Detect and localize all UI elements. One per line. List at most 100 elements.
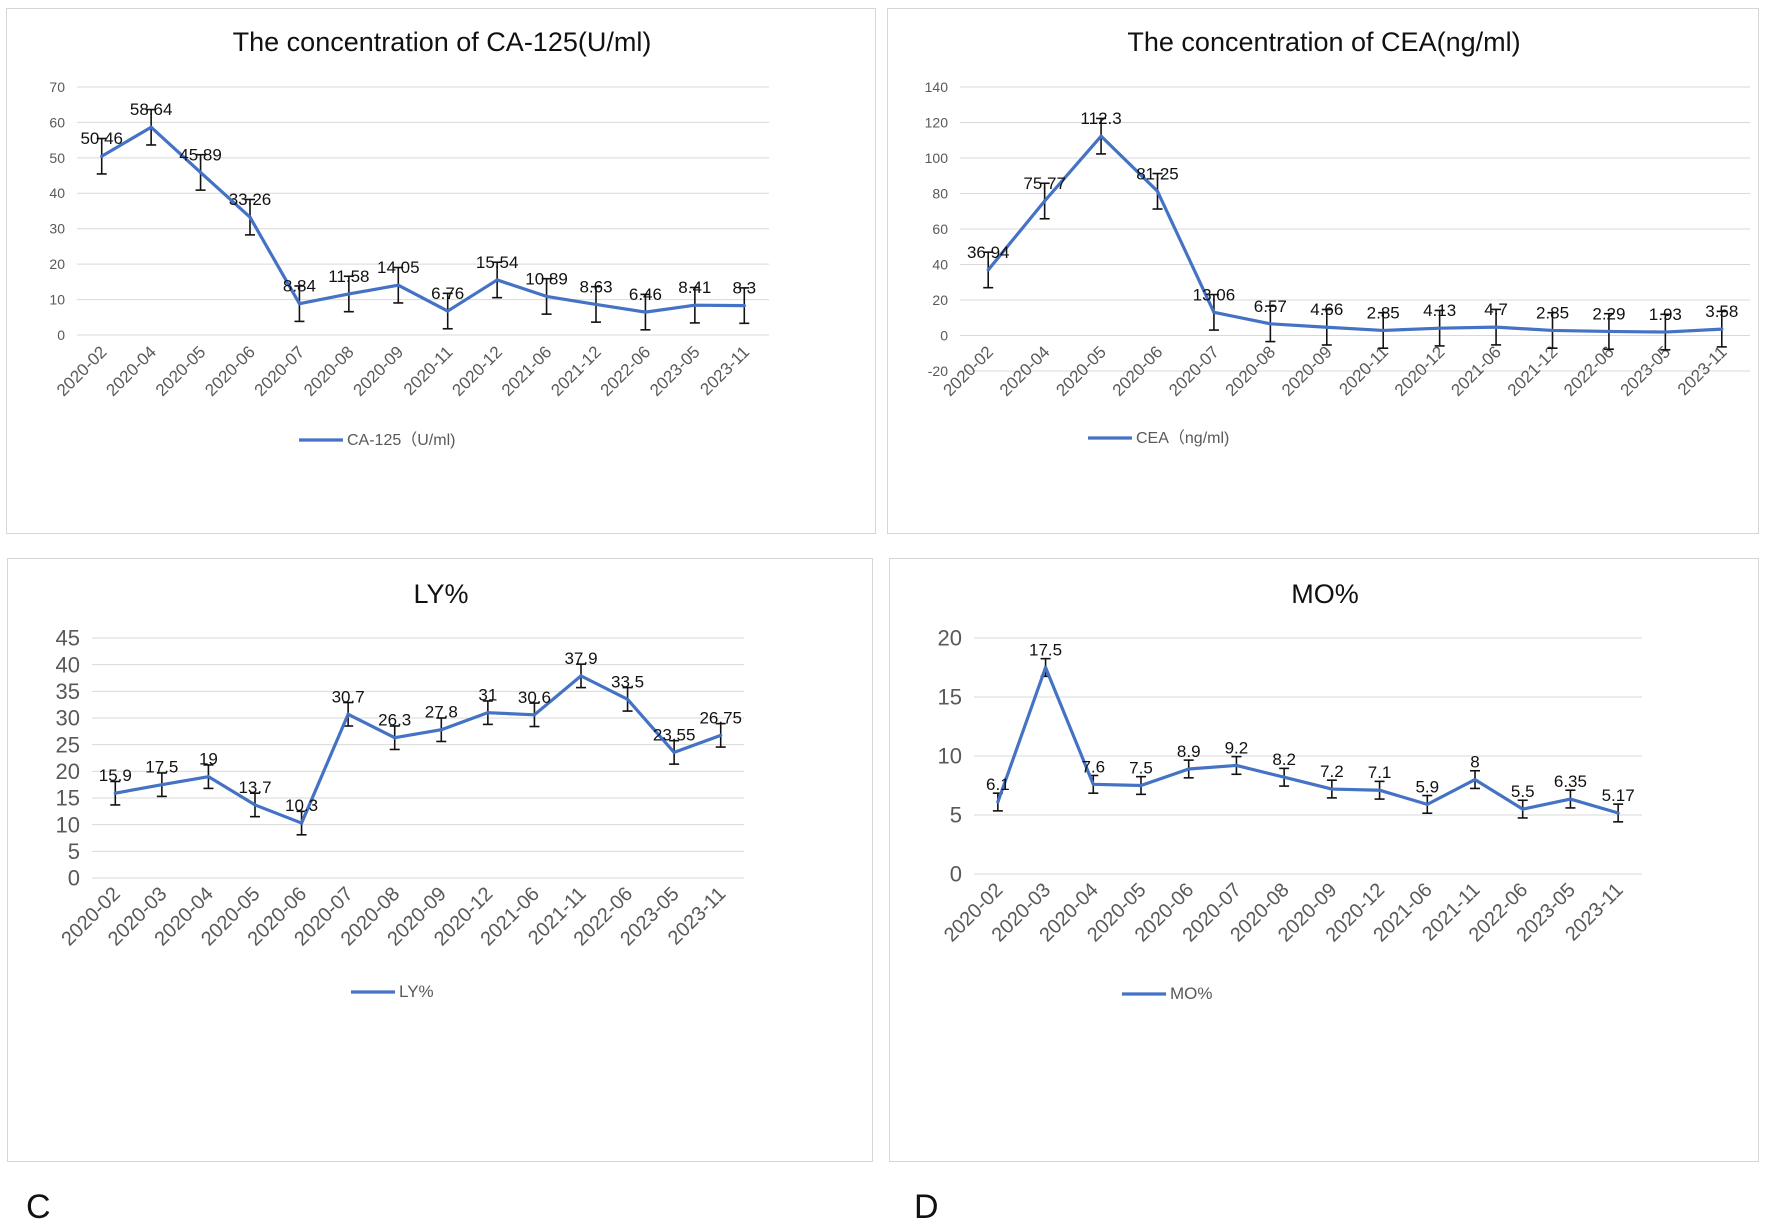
chart-panel-ly: LY% 0 5 10 15 20 25 30 35 40 45 2020-02 2020-03 2020-… <box>7 558 873 1162</box>
data-point <box>1043 199 1047 203</box>
data-point <box>495 278 499 282</box>
y-tick-label: 20 <box>56 759 80 784</box>
data-point <box>486 711 490 715</box>
data-label: 3.58 <box>1705 302 1738 321</box>
data-point <box>693 303 697 307</box>
data-point <box>100 154 104 158</box>
chart-panel-ca125: The concentration of CA-125(U/ml) 0 10 20 30… <box>6 8 876 534</box>
data-point <box>446 309 450 313</box>
y-tick-label: 70 <box>49 79 65 95</box>
chart-title: The concentration of CA-125(U/ml) <box>233 27 652 57</box>
data-label: 81.25 <box>1136 164 1179 183</box>
chart-cea: The concentration of CEA(ng/ml) -20 0 20 40 6… <box>925 27 1750 447</box>
data-label: 7.5 <box>1129 759 1153 778</box>
y-tick-label: 0 <box>68 866 80 891</box>
data-label: 17.5 <box>145 758 178 777</box>
y-tick-label: 10 <box>56 812 80 837</box>
x-tick-label: 2020-06 <box>201 342 259 400</box>
data-point <box>643 310 648 314</box>
y-tick-label: 60 <box>49 114 65 130</box>
data-label: 7.1 <box>1368 763 1392 782</box>
data-label: 8.9 <box>1177 742 1201 761</box>
y-tick-label: 100 <box>925 150 949 166</box>
series-line <box>114 674 722 825</box>
y-tick-label: 20 <box>932 292 948 308</box>
data-label: 26.3 <box>378 711 411 730</box>
data-label: 26.75 <box>699 708 742 727</box>
data-label: 27.8 <box>425 703 458 722</box>
data-label: 5.17 <box>1602 786 1635 805</box>
y-tick-label: 45 <box>56 626 80 651</box>
y-tick-label: 10 <box>49 291 65 307</box>
legend-label: MO% <box>1170 984 1213 1003</box>
data-point <box>1139 783 1143 788</box>
data-label: 37.9 <box>564 649 597 668</box>
data-point <box>1282 775 1286 779</box>
data-label: 7.2 <box>1320 762 1344 781</box>
data-point <box>1720 327 1724 331</box>
x-tick-label: 2023-05 <box>646 342 704 400</box>
x-tick-label: 2020-02 <box>53 342 111 400</box>
data-label: 13.06 <box>1193 285 1236 304</box>
x-tick-label: 2020-08 <box>300 342 358 400</box>
data-label: 58.64 <box>130 100 173 119</box>
data-point <box>579 674 583 678</box>
data-label: 6.1 <box>986 775 1010 794</box>
data-point <box>439 728 443 732</box>
y-tick-label: 120 <box>925 114 949 130</box>
legend-label: CEA（ng/ml) <box>1136 429 1229 447</box>
data-point <box>1494 325 1498 329</box>
x-tick-label: 2020-07 <box>251 342 309 400</box>
data-point <box>297 302 302 306</box>
y-tick-label: 40 <box>49 185 65 201</box>
data-label: 4.66 <box>1310 300 1343 319</box>
y-tick-label: 10 <box>938 744 962 769</box>
data-label: 8.63 <box>579 277 612 296</box>
data-label: 19 <box>199 750 218 769</box>
x-tick-label: 2021-06 <box>498 342 556 400</box>
chart-title: MO% <box>1291 579 1359 609</box>
data-point <box>393 736 397 740</box>
data-point <box>1568 797 1573 801</box>
data-label: 75.77 <box>1023 174 1066 193</box>
data-point <box>198 170 203 175</box>
data-label: 30.7 <box>332 687 365 706</box>
data-label: 10.3 <box>285 796 318 815</box>
legend-label: LY% <box>399 982 434 1001</box>
y-tick-label: 30 <box>49 221 65 237</box>
data-label: 2.29 <box>1592 304 1625 323</box>
data-point <box>1268 322 1272 326</box>
data-point <box>1438 326 1442 330</box>
data-point <box>1099 134 1103 138</box>
data-point <box>1330 787 1334 791</box>
data-label: 33.26 <box>229 190 272 209</box>
data-label: 7.6 <box>1081 757 1105 776</box>
data-label: 1.93 <box>1649 305 1682 324</box>
series-line <box>100 125 745 314</box>
data-point <box>742 303 746 308</box>
data-point <box>1607 329 1611 334</box>
y-tick-label: 0 <box>940 327 948 343</box>
data-label: 8 <box>1470 753 1479 772</box>
y-tick-label: 50 <box>49 150 65 166</box>
y-tick-label: 60 <box>932 221 948 237</box>
y-tick-label: 40 <box>56 652 80 677</box>
y-tick-label: 5 <box>68 839 80 864</box>
y-tick-label: 140 <box>925 79 949 95</box>
data-label: 15.9 <box>99 766 132 785</box>
data-point <box>672 750 676 754</box>
y-tick-label: 30 <box>56 706 80 731</box>
data-label: 14.05 <box>377 258 420 277</box>
data-point <box>625 697 630 701</box>
y-tick-label: -20 <box>928 363 948 379</box>
data-point <box>1377 788 1382 792</box>
data-point <box>1381 328 1385 333</box>
data-label: 2.85 <box>1536 303 1569 322</box>
data-point <box>1187 767 1191 771</box>
data-point <box>1043 665 1048 670</box>
y-tick-label: 15 <box>938 685 962 710</box>
data-label: 8.2 <box>1272 750 1296 769</box>
y-tick-label: 35 <box>56 679 80 704</box>
chart-ly: LY%0510152025303540452020-022020-032020-… <box>56 579 744 1001</box>
x-tick-label: 2022-06 <box>597 342 655 400</box>
